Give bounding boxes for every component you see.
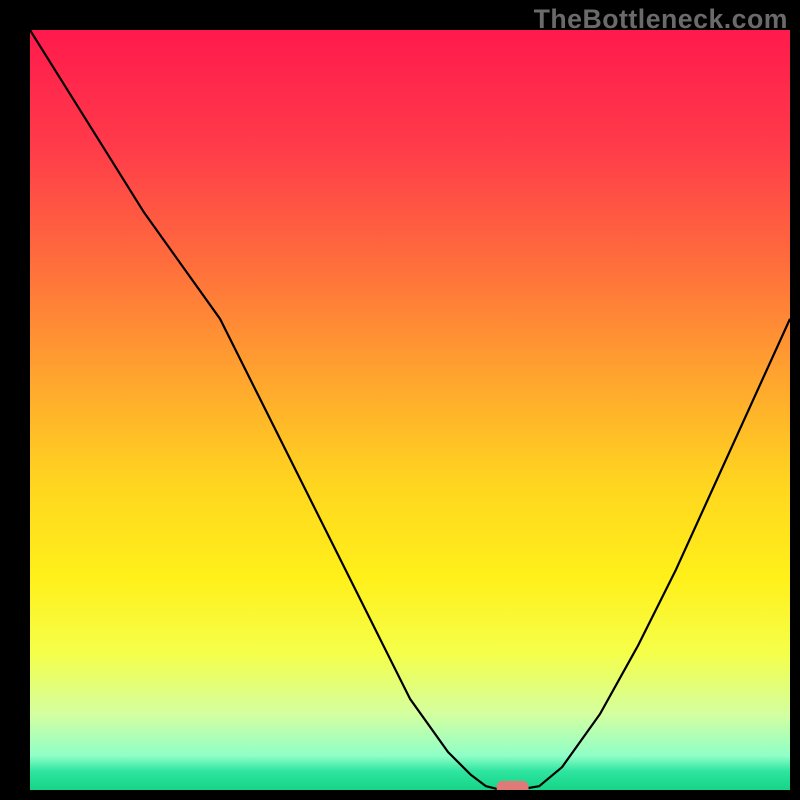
- optimal-marker: [497, 781, 529, 790]
- chart-container: TheBottleneck.com: [0, 0, 800, 800]
- gradient-background: [30, 30, 790, 790]
- chart-svg: [30, 30, 790, 790]
- plot-area: [30, 30, 790, 790]
